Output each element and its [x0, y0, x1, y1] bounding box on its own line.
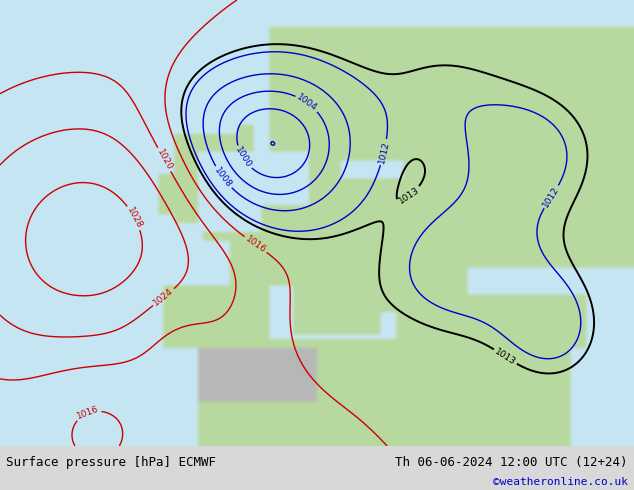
Text: 1028: 1028	[125, 205, 144, 230]
Text: 1016: 1016	[76, 405, 101, 421]
Text: Surface pressure [hPa] ECMWF: Surface pressure [hPa] ECMWF	[6, 456, 216, 469]
Text: ©weatheronline.co.uk: ©weatheronline.co.uk	[493, 477, 628, 487]
Text: 1013: 1013	[493, 347, 517, 367]
Text: 1000: 1000	[233, 146, 253, 170]
Text: 1008: 1008	[212, 166, 233, 189]
Text: 1004: 1004	[295, 93, 319, 113]
Text: 1020: 1020	[155, 147, 174, 172]
Text: 1013: 1013	[398, 185, 422, 205]
Text: 1016: 1016	[243, 234, 268, 255]
Text: Th 06-06-2024 12:00 UTC (12+24): Th 06-06-2024 12:00 UTC (12+24)	[395, 456, 628, 469]
Text: 1024: 1024	[152, 287, 176, 308]
Text: 1012: 1012	[541, 185, 561, 209]
Text: 1012: 1012	[377, 140, 391, 164]
